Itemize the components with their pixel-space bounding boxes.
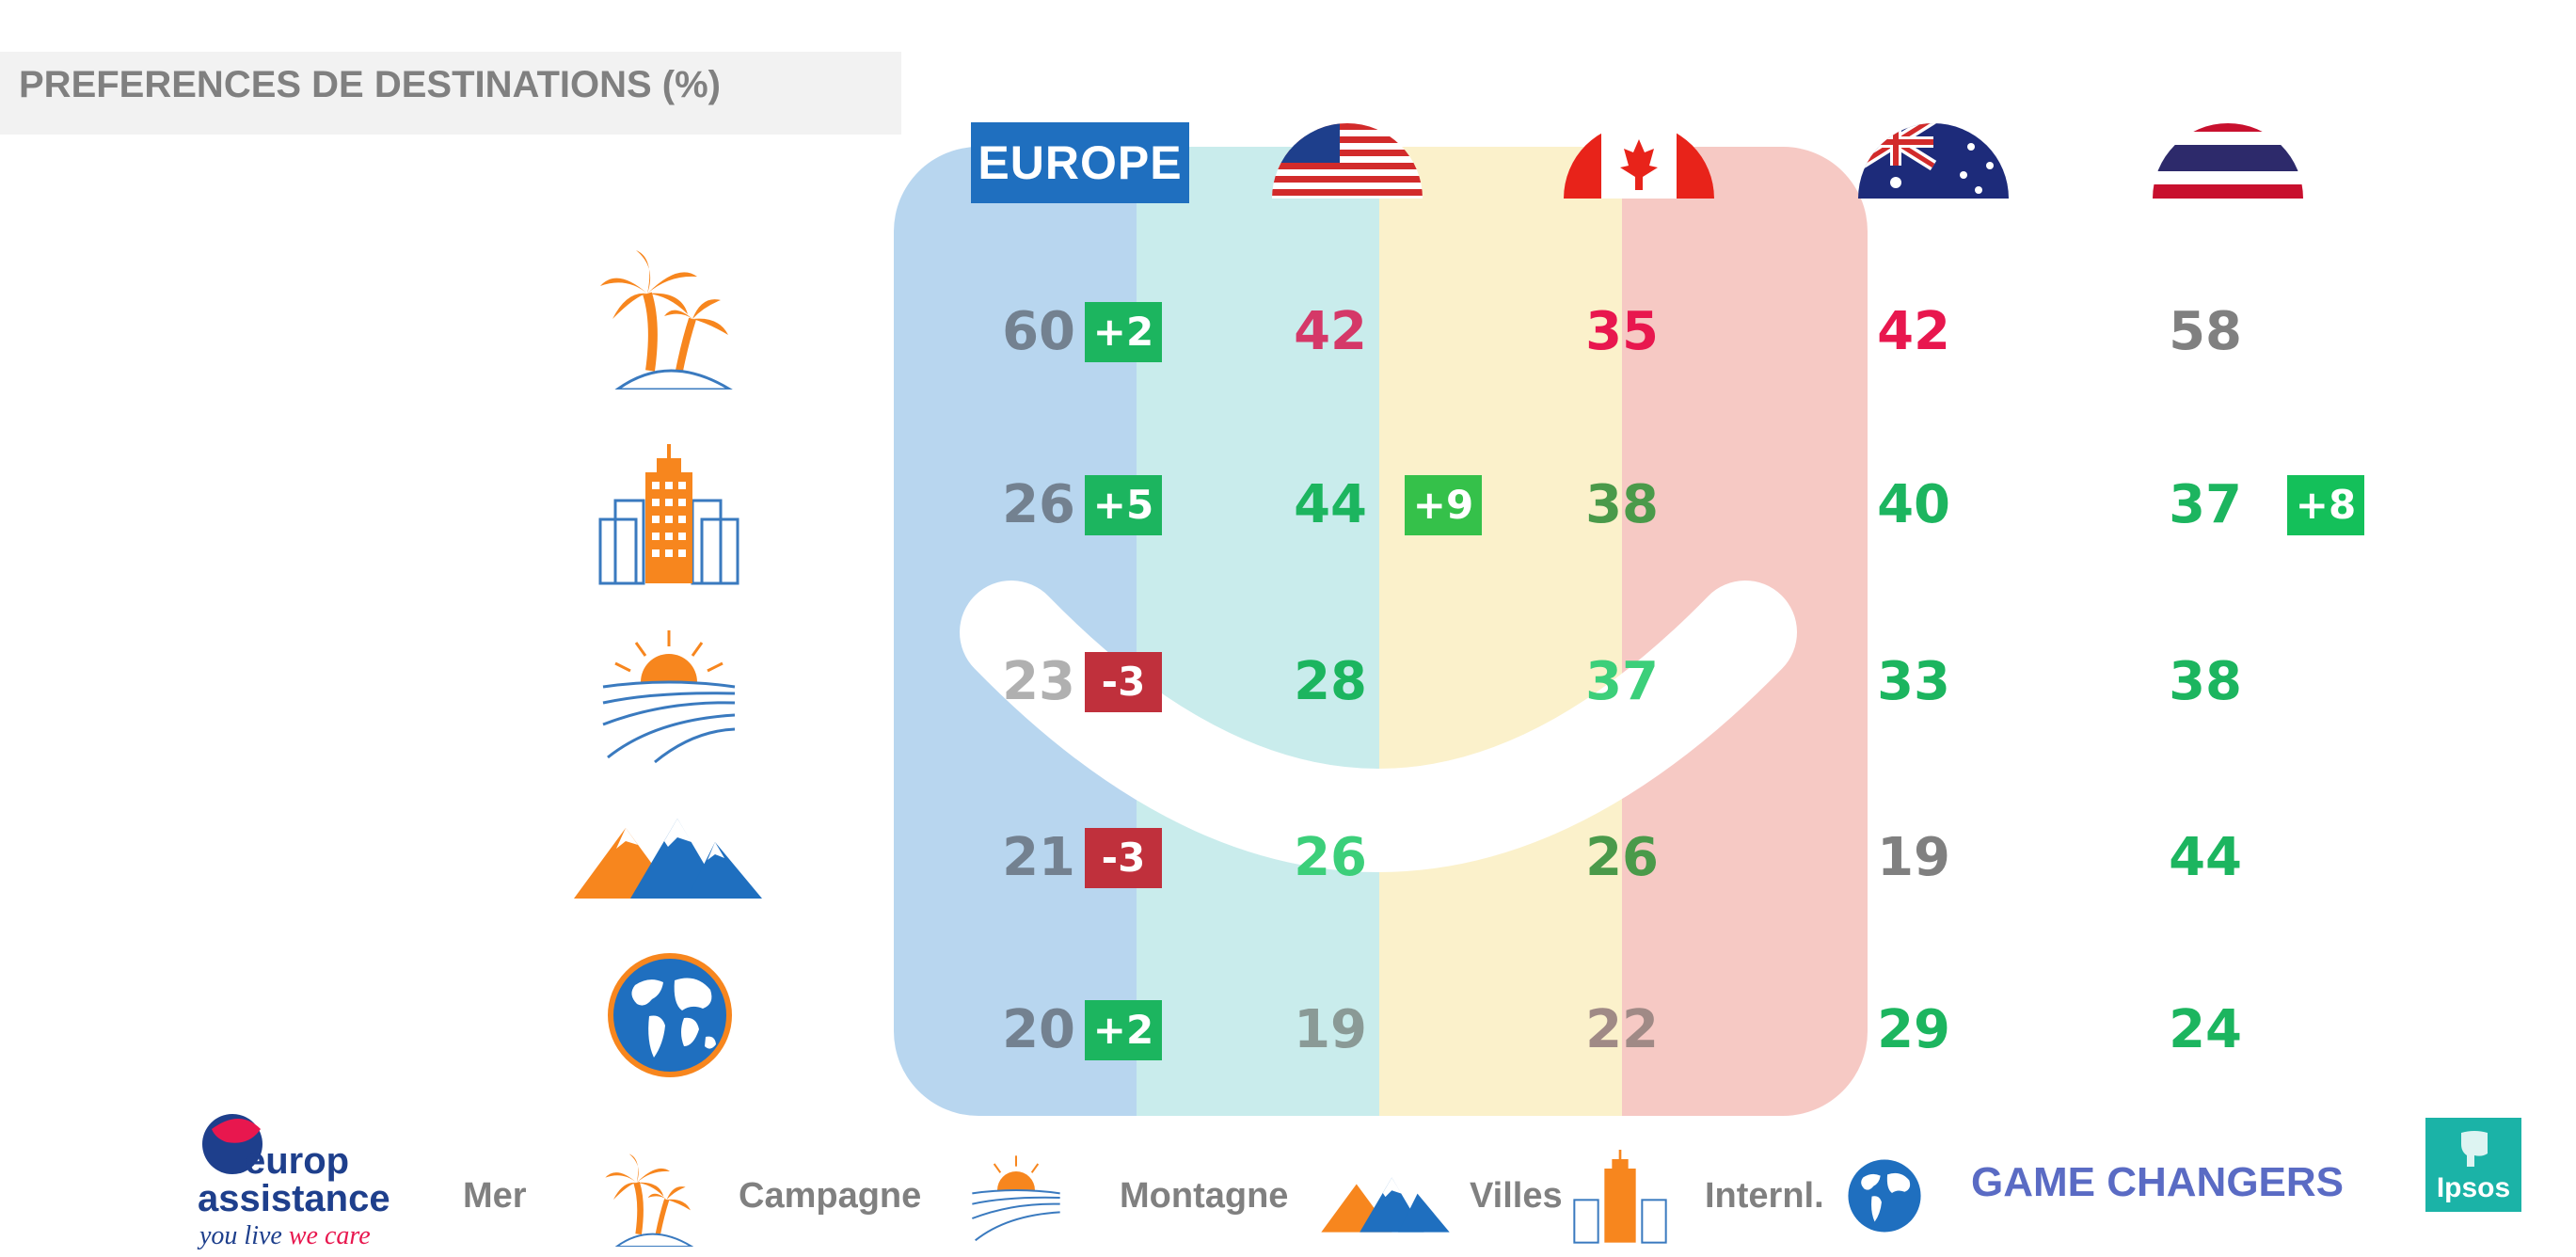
legend-city-buildings-icon (1573, 1150, 1667, 1244)
europe-badge: EUROPE (971, 122, 1189, 203)
value-cell: 26 (1585, 827, 1659, 888)
value-cell: 40 (1877, 474, 1950, 535)
value-cell: 24 (2169, 999, 2242, 1060)
delta-badge: +8 (2287, 475, 2364, 535)
value-cell: 58 (2169, 301, 2242, 362)
legend-label-mer: Mer (463, 1176, 527, 1216)
thailand-flag-icon (2153, 123, 2303, 199)
value-cell: 33 (1877, 651, 1950, 712)
delta-badge: +2 (1085, 1000, 1162, 1060)
legend-label-villes: Villes (1470, 1176, 1563, 1216)
value-cell: 19 (1294, 999, 1367, 1060)
value-cell: 28 (1294, 651, 1367, 712)
tagline-we-care: we care (288, 1221, 371, 1250)
legend-label-montagne: Montagne (1120, 1176, 1289, 1216)
tagline-you-live: you live (199, 1221, 282, 1250)
value-cell: 20 (1002, 999, 1075, 1060)
city-buildings-icon (598, 444, 739, 585)
palm-tree-icon (600, 250, 733, 390)
value-cell: 26 (1294, 827, 1367, 888)
title-bar (0, 52, 901, 135)
logo-text-europ: europ (245, 1140, 350, 1182)
value-cell: 37 (2169, 474, 2242, 535)
legend-label-campagne: Campagne (739, 1176, 922, 1216)
delta-badge: +9 (1405, 475, 1482, 535)
value-cell: 44 (2169, 827, 2242, 888)
globe-icon (608, 953, 732, 1077)
smile-shape (960, 581, 1797, 872)
legend-palm-tree-icon (605, 1154, 694, 1247)
value-cell: 38 (2169, 651, 2242, 712)
europ-assistance-logo-mark (202, 1114, 262, 1174)
legend-mountain-icon (1321, 1177, 1450, 1233)
value-cell: 38 (1585, 474, 1659, 535)
delta-badge: +5 (1085, 475, 1162, 535)
legend-label-internl: Internl. (1705, 1176, 1824, 1216)
value-cell: 42 (1294, 301, 1367, 362)
value-cell: 22 (1585, 999, 1659, 1060)
ipsos-logo-mark (2461, 1131, 2488, 1167)
value-cell: 44 (1294, 474, 1367, 535)
stripe-teal (1137, 147, 1379, 1116)
logo-tagline: you live we care (199, 1221, 371, 1251)
australia-flag-icon (1858, 123, 2009, 199)
value-cell: 35 (1585, 301, 1659, 362)
value-cell: 26 (1002, 474, 1075, 535)
ipsos-logo: Ipsos (2425, 1118, 2521, 1212)
countryside-sunrise-icon (602, 630, 736, 764)
value-cell: 42 (1877, 301, 1950, 362)
value-cell: 23 (1002, 651, 1075, 712)
page-title: PREFERENCES DE DESTINATIONS (%) (19, 64, 721, 105)
game-changers-text: GAME CHANGERS (1971, 1159, 2345, 1205)
value-cell: 60 (1002, 301, 1075, 362)
canada-flag-icon (1564, 123, 1714, 199)
value-cell: 21 (1002, 827, 1075, 888)
usa-flag-icon (1272, 123, 1423, 199)
value-cell: 29 (1877, 999, 1950, 1060)
mountain-icon (574, 819, 762, 899)
ipsos-text: Ipsos (2436, 1172, 2511, 1203)
delta-badge: -3 (1085, 652, 1162, 712)
delta-badge: -3 (1085, 828, 1162, 888)
delta-badge: +2 (1085, 302, 1162, 362)
value-cell: 37 (1585, 651, 1659, 712)
logo-text-assistance: assistance (198, 1178, 390, 1219)
stripe-yellow (1379, 147, 1622, 1116)
value-cell: 19 (1877, 827, 1950, 888)
legend-globe-icon (1848, 1159, 1921, 1233)
legend-countryside-sunrise-icon (971, 1155, 1060, 1242)
